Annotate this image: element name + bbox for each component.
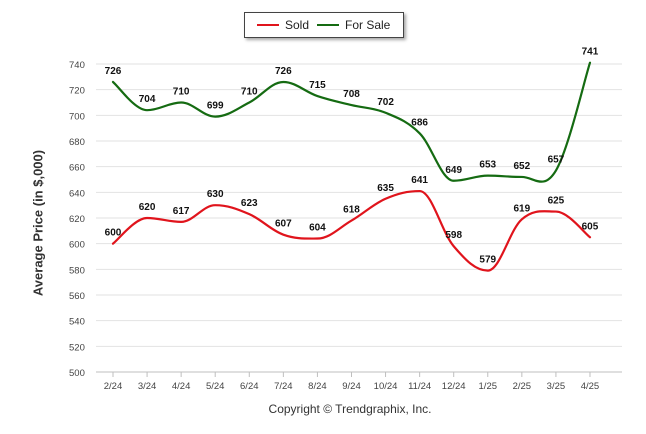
data-label-sold: 617 xyxy=(173,206,190,217)
y-tick-label-740: 740 xyxy=(69,60,85,71)
y-tick-label-500: 500 xyxy=(69,368,85,379)
data-label-sold: 641 xyxy=(411,175,428,186)
data-label-sold: 579 xyxy=(479,255,496,266)
copyright-footer: Copyright © Trendgraphix, Inc. xyxy=(268,402,432,416)
y-tick-label-700: 700 xyxy=(69,111,85,122)
y-tick-label-580: 580 xyxy=(69,265,85,276)
x-tick-label: 3/25 xyxy=(547,381,566,392)
x-tick-label: 11/24 xyxy=(408,381,431,392)
data-label-sold: 619 xyxy=(513,203,530,214)
data-label-sold: 620 xyxy=(139,202,156,213)
y-tick-label-600: 600 xyxy=(69,240,85,251)
y-tick-label-720: 720 xyxy=(69,86,85,97)
y-tick-label-620: 620 xyxy=(69,214,85,225)
data-label-for-sale: 708 xyxy=(343,89,360,100)
y-tick-label-640: 640 xyxy=(69,188,85,199)
data-label-sold: 600 xyxy=(105,228,122,239)
legend-swatch-for-sale xyxy=(317,23,339,26)
data-label-for-sale: 699 xyxy=(207,101,224,112)
x-tick-label: 5/24 xyxy=(206,381,225,392)
y-tick-label-520: 520 xyxy=(69,342,85,353)
legend: Sold For Sale xyxy=(244,12,404,38)
legend-item-for-sale[interactable]: For Sale xyxy=(317,18,390,32)
legend-label-for-sale: For Sale xyxy=(345,18,391,32)
series-line-for-sale xyxy=(111,61,592,183)
data-label-for-sale: 686 xyxy=(411,117,428,128)
data-label-sold: 623 xyxy=(241,198,258,209)
x-tick-label: 8/24 xyxy=(308,381,327,392)
axes xyxy=(96,371,622,377)
data-label-sold: 618 xyxy=(343,205,360,216)
data-label-for-sale: 710 xyxy=(241,87,258,98)
data-label-for-sale: 741 xyxy=(582,47,599,58)
data-labels: 600 620 617 630 623 607 604 618 635 641 598 579 619 6… xyxy=(105,47,599,266)
x-tick-label: 6/24 xyxy=(240,381,259,392)
x-tick-label: 10/24 xyxy=(374,381,398,392)
series-lines xyxy=(111,61,592,272)
x-tick-label: 2/25 xyxy=(513,381,532,392)
x-tick-label: 4/24 xyxy=(172,381,191,392)
y-tick-label-560: 560 xyxy=(69,291,85,302)
data-label-sold: 630 xyxy=(207,189,224,200)
data-label-for-sale: 649 xyxy=(445,165,462,176)
x-tick-label: 1/25 xyxy=(479,381,498,392)
legend-item-sold[interactable]: Sold xyxy=(257,18,309,32)
x-tick-label: 12/24 xyxy=(442,381,466,392)
data-label-for-sale: 726 xyxy=(275,66,292,77)
x-tick-label: 3/24 xyxy=(138,381,157,392)
legend-swatch-sold xyxy=(257,23,279,26)
data-label-for-sale: 652 xyxy=(513,161,530,172)
data-label-sold: 604 xyxy=(309,223,326,234)
x-tick-label: 7/24 xyxy=(274,381,293,392)
series-line-sold xyxy=(111,189,592,272)
x-tick-label: 2/24 xyxy=(104,381,123,392)
data-label-for-sale: 657 xyxy=(548,155,565,166)
data-label-for-sale: 715 xyxy=(309,80,326,91)
legend-label-sold: Sold xyxy=(285,18,310,32)
data-label-for-sale: 702 xyxy=(377,97,394,108)
data-label-sold: 607 xyxy=(275,219,292,230)
x-tick-labels: 2/24 3/24 4/24 5/24 6/24 7/24 8/24 9/24 10/24 11/… xyxy=(104,381,599,392)
y-axis-title: Average Price (in $,000) xyxy=(30,149,46,297)
x-tick-label: 9/24 xyxy=(342,381,361,392)
data-label-sold: 625 xyxy=(548,196,565,207)
y-tick-label-660: 660 xyxy=(69,163,85,174)
data-label-sold: 635 xyxy=(377,183,394,194)
grid-lines xyxy=(96,63,622,373)
data-label-for-sale: 704 xyxy=(139,94,156,105)
y-tick-label-680: 680 xyxy=(69,137,85,148)
data-label-sold: 598 xyxy=(445,230,462,241)
y-tick-labels: 500 520 540 560 580 600 620 640 660 680 700 720 740 xyxy=(69,60,85,379)
y-tick-label-540: 540 xyxy=(69,317,85,328)
data-label-for-sale: 726 xyxy=(105,66,122,77)
data-label-sold: 605 xyxy=(582,221,599,232)
data-label-for-sale: 653 xyxy=(479,160,496,171)
data-label-for-sale: 710 xyxy=(173,87,190,98)
x-tick-label: 4/25 xyxy=(581,381,600,392)
